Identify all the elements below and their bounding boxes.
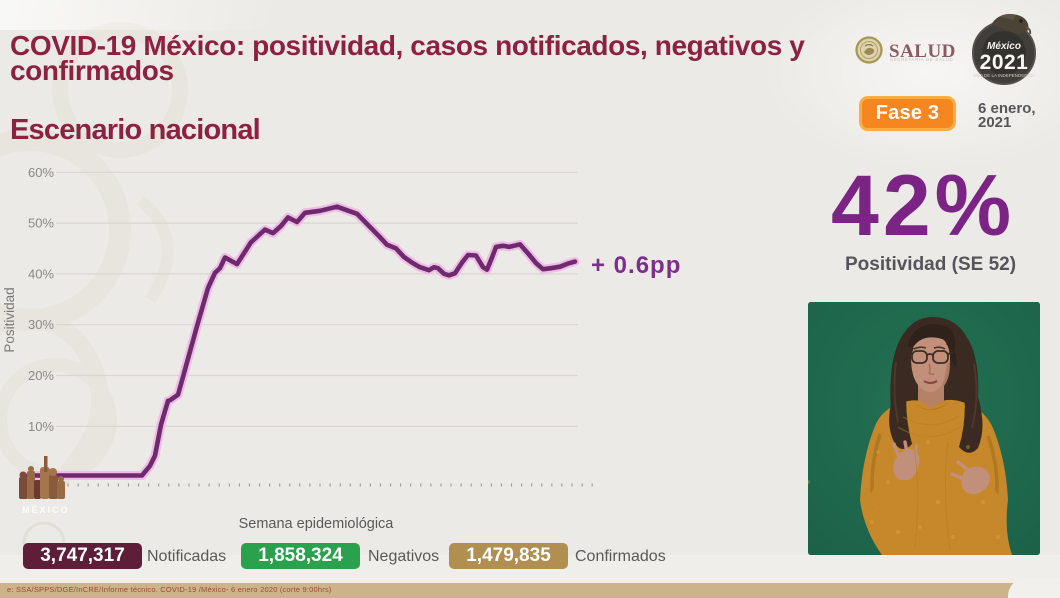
svg-text:Positividad: Positividad bbox=[2, 287, 17, 352]
svg-text:50%: 50% bbox=[28, 216, 54, 231]
svg-text:México: México bbox=[987, 41, 1021, 52]
svg-text:2021: 2021 bbox=[980, 51, 1029, 74]
svg-text:10%: 10% bbox=[28, 419, 54, 434]
svg-text:AÑO DE LA INDEPENDENCIA: AÑO DE LA INDEPENDENCIA bbox=[973, 72, 1035, 78]
svg-text:20%: 20% bbox=[28, 368, 54, 383]
svg-text:40%: 40% bbox=[28, 266, 54, 281]
svg-text:60%: 60% bbox=[28, 165, 54, 180]
svg-text:MÉXICO: MÉXICO bbox=[22, 505, 70, 515]
svg-text:30%: 30% bbox=[28, 317, 54, 332]
